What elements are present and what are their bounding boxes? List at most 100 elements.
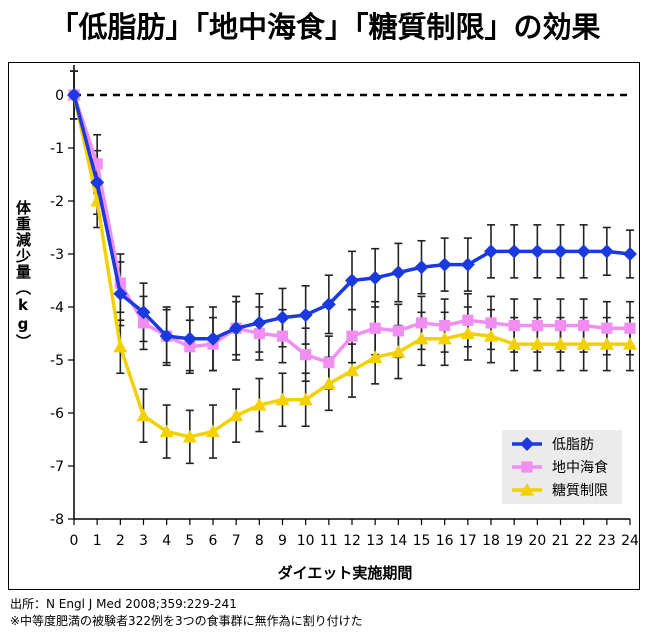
legend-label: 地中海食 xyxy=(552,459,608,476)
data-point-square xyxy=(184,341,196,353)
data-point-diamond xyxy=(321,297,336,312)
footnote: ※中等度肥満の被験者322例を3つの食事群に無作為に割り付けた xyxy=(10,614,363,628)
data-point-diamond xyxy=(576,244,591,259)
data-point-diamond xyxy=(113,286,128,301)
data-point-diamond xyxy=(553,244,568,259)
data-point-triangle xyxy=(368,350,383,363)
data-point-triangle xyxy=(553,337,568,350)
x-tick-label: 7 xyxy=(232,533,241,549)
legend-swatch-square xyxy=(521,461,533,473)
data-point-diamond xyxy=(460,257,475,272)
data-point-triangle xyxy=(484,329,498,342)
data-point-square xyxy=(392,325,404,337)
data-point-square xyxy=(554,319,567,332)
data-point-square xyxy=(346,330,358,342)
x-tick-label: 0 xyxy=(70,533,79,549)
legend-swatch-diamond xyxy=(520,437,534,451)
x-tick-label: 8 xyxy=(255,533,264,549)
data-point-square xyxy=(276,330,289,342)
x-tick-label: 6 xyxy=(209,533,218,549)
x-axis-label: ダイエット実施期間 xyxy=(277,564,413,582)
data-point-triangle xyxy=(206,424,220,438)
data-point-diamond xyxy=(159,329,174,344)
data-point-square xyxy=(253,327,265,340)
y-tick-label: -4 xyxy=(50,300,64,316)
data-point-triangle xyxy=(345,363,359,377)
x-tick-label: 24 xyxy=(621,533,639,549)
y-axis-label: 体重減少量（kg） xyxy=(14,200,32,350)
data-point-triangle xyxy=(530,337,545,350)
data-point-diamond xyxy=(67,88,81,102)
x-tick-label: 17 xyxy=(459,533,477,549)
x-tick-label: 11 xyxy=(320,533,338,549)
data-point-square xyxy=(114,277,126,289)
data-point-square xyxy=(137,317,150,329)
x-tick-label: 16 xyxy=(436,533,454,549)
x-tick-label: 19 xyxy=(505,533,523,549)
data-point-triangle xyxy=(507,337,522,350)
data-point-triangle xyxy=(298,392,313,406)
x-tick-label: 9 xyxy=(278,533,287,549)
data-point-diamond xyxy=(345,273,359,288)
data-point-square xyxy=(91,158,103,170)
data-point-triangle xyxy=(623,337,637,350)
data-point-diamond xyxy=(599,244,614,259)
data-point-triangle xyxy=(460,326,475,340)
x-tick-label: 12 xyxy=(343,533,361,549)
x-tick-label: 18 xyxy=(482,533,500,549)
chart-frame xyxy=(8,62,640,590)
y-tick-label: -3 xyxy=(50,247,64,263)
data-point-triangle xyxy=(229,408,244,422)
data-point-square xyxy=(531,319,543,332)
x-tick-label: 5 xyxy=(185,533,194,549)
chart-title: 「低脂肪」「地中海食」「糖質制限」の効果 xyxy=(49,10,601,44)
y-tick-label: -8 xyxy=(50,512,64,528)
data-point-square xyxy=(300,349,312,361)
data-point-diamond xyxy=(437,257,452,272)
x-tick-label: 23 xyxy=(598,533,616,549)
legend-label: 糖質制限 xyxy=(552,483,608,499)
y-tick-label: -7 xyxy=(50,459,64,475)
y-tick-label: -2 xyxy=(50,194,64,210)
data-point-diamond xyxy=(90,175,105,190)
data-point-triangle xyxy=(391,345,406,358)
data-point-diamond xyxy=(484,244,498,259)
legend-label: 低脂肪 xyxy=(552,437,594,453)
source-citation: 出所：N Engl J Med 2008;359:229-241 xyxy=(10,597,237,611)
data-point-square xyxy=(439,319,451,332)
data-point-diamond xyxy=(530,244,545,259)
data-point-diamond xyxy=(275,310,290,325)
y-tick-label: -1 xyxy=(50,141,64,157)
data-point-triangle xyxy=(113,339,128,353)
data-point-triangle xyxy=(252,398,267,411)
data-point-diamond xyxy=(414,260,429,275)
data-point-triangle xyxy=(136,408,151,422)
data-point-diamond xyxy=(252,315,267,330)
data-point-square xyxy=(323,357,335,369)
data-point-diamond xyxy=(136,305,151,320)
x-tick-label: 13 xyxy=(366,533,384,549)
data-point-square xyxy=(624,322,636,334)
data-point-square xyxy=(415,317,428,329)
x-tick-label: 15 xyxy=(413,533,431,549)
data-point-square xyxy=(508,319,520,332)
data-point-diamond xyxy=(368,270,383,285)
data-point-diamond xyxy=(298,307,313,322)
x-tick-label: 2 xyxy=(116,533,125,549)
data-point-diamond xyxy=(182,331,197,346)
data-point-square xyxy=(369,322,381,334)
data-point-triangle xyxy=(414,331,429,345)
x-tick-label: 4 xyxy=(162,533,171,549)
data-point-diamond xyxy=(206,331,220,346)
data-point-triangle xyxy=(321,376,336,390)
data-point-diamond xyxy=(623,247,637,261)
x-tick-label: 22 xyxy=(575,533,593,549)
y-tick-label: 0 xyxy=(55,88,64,104)
data-point-triangle xyxy=(182,429,197,443)
y-tick-label: -6 xyxy=(50,406,64,422)
x-tick-label: 3 xyxy=(139,533,148,549)
data-point-diamond xyxy=(507,244,522,259)
data-point-diamond xyxy=(391,265,406,280)
data-point-triangle xyxy=(576,337,591,350)
